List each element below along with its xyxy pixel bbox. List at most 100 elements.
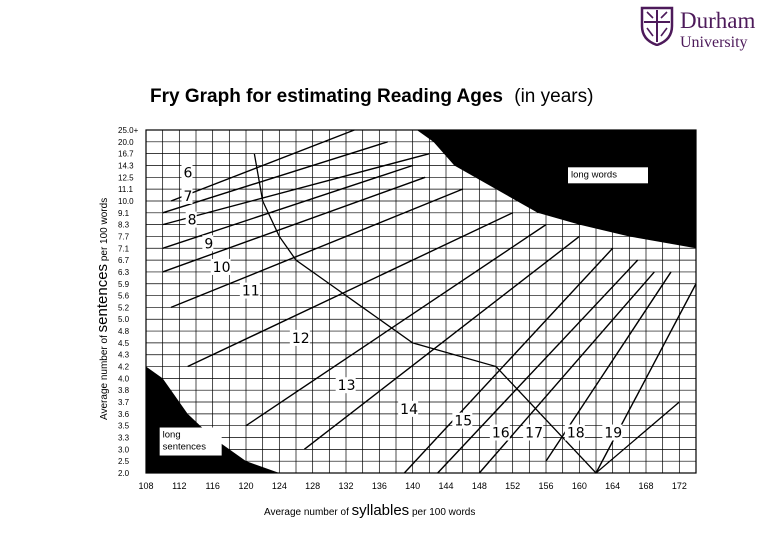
x-tick-label: 116 bbox=[205, 481, 219, 491]
y-tick-label: 5.2 bbox=[118, 303, 130, 312]
age-label-bg bbox=[181, 164, 193, 181]
region-label-line: long words bbox=[571, 169, 617, 180]
x-tick-label: 168 bbox=[638, 481, 653, 491]
age-label-13: 13 bbox=[338, 378, 356, 394]
y-tick-label: 16.7 bbox=[118, 150, 134, 159]
y-tick-label: 6.7 bbox=[118, 256, 130, 265]
x-tick-label: 148 bbox=[472, 481, 487, 491]
age-label-16: 16 bbox=[492, 426, 510, 442]
y-tick-label: 5.6 bbox=[118, 292, 130, 301]
age-line-10 bbox=[162, 176, 426, 273]
age-label-bg bbox=[398, 400, 419, 417]
age-line-8 bbox=[162, 152, 430, 226]
y-tick-label: 3.0 bbox=[118, 445, 130, 454]
age-line-13 bbox=[245, 224, 547, 427]
region-label-bg bbox=[568, 167, 648, 184]
logo-line-2: University bbox=[680, 34, 748, 51]
x-tick-label: 172 bbox=[672, 481, 687, 491]
y-axis-label-emph: sentences bbox=[94, 263, 111, 333]
x-tick-label: 140 bbox=[405, 481, 420, 491]
y-tick-label: 10.0 bbox=[118, 197, 134, 206]
y-tick-label: 4.2 bbox=[118, 363, 130, 372]
age-label-12: 12 bbox=[292, 331, 310, 347]
x-axis-label: Average number of syllables per 100 word… bbox=[264, 502, 475, 519]
y-tick-label: 4.5 bbox=[118, 339, 130, 348]
age-label-bg bbox=[202, 235, 214, 252]
x-tick-label: 160 bbox=[572, 481, 587, 491]
divider-curve bbox=[253, 153, 680, 474]
age-label-6: 6 bbox=[184, 165, 193, 181]
age-label-bg bbox=[210, 258, 231, 275]
age-line-7 bbox=[162, 141, 388, 214]
age-label-11: 11 bbox=[242, 284, 260, 300]
x-axis-label-pre: Average number of bbox=[264, 507, 352, 518]
y-tick-label: 4.3 bbox=[118, 351, 130, 360]
y-tick-label: 4.8 bbox=[118, 327, 130, 336]
y-tick-label: 11.1 bbox=[118, 185, 134, 194]
age-label-bg bbox=[452, 412, 473, 429]
y-tick-label: 4.0 bbox=[118, 374, 130, 383]
region-label-line: long bbox=[163, 430, 181, 441]
age-line-19 bbox=[595, 283, 697, 474]
y-axis-label-post: per 100 words bbox=[99, 197, 110, 264]
chart-title: Fry Graph for estimating Reading Ages (i… bbox=[150, 86, 593, 108]
age-label-17: 17 bbox=[525, 426, 543, 442]
age-label-bg bbox=[181, 187, 193, 204]
y-tick-label: 5.9 bbox=[118, 280, 130, 289]
region-label-line: sentences bbox=[163, 442, 207, 453]
x-tick-label: 124 bbox=[272, 481, 287, 491]
y-tick-label: 3.3 bbox=[118, 434, 130, 443]
age-label-14: 14 bbox=[400, 402, 418, 418]
y-axis-label: Average number of sentences per 100 word… bbox=[94, 198, 111, 420]
age-label-10: 10 bbox=[213, 260, 231, 276]
chart-title-unit: (in years) bbox=[514, 86, 594, 107]
x-tick-label: 108 bbox=[138, 481, 153, 491]
y-tick-label: 2.5 bbox=[118, 457, 130, 466]
y-tick-label: 2.0 bbox=[118, 469, 130, 478]
y-axis-label-pre: Average number of bbox=[99, 332, 110, 420]
region-long-words bbox=[416, 130, 696, 249]
y-tick-label: 7.1 bbox=[118, 244, 130, 253]
x-tick-label: 152 bbox=[505, 481, 520, 491]
age-line-15 bbox=[403, 247, 614, 474]
y-tick-label: 12.5 bbox=[118, 173, 134, 182]
age-label-18: 18 bbox=[567, 426, 585, 442]
age-label-7: 7 bbox=[184, 189, 193, 205]
y-tick-label: 3.6 bbox=[118, 410, 130, 419]
age-label-bg bbox=[239, 282, 260, 299]
y-tick-label: 14.3 bbox=[118, 161, 134, 170]
y-tick-label: 7.7 bbox=[118, 232, 130, 241]
x-tick-label: 128 bbox=[305, 481, 320, 491]
y-tick-label: 5.0 bbox=[118, 315, 130, 324]
region-label-bg bbox=[159, 427, 222, 456]
x-tick-label: 164 bbox=[605, 481, 620, 491]
x-tick-label: 156 bbox=[538, 481, 553, 491]
y-tick-label: 3.5 bbox=[118, 422, 130, 431]
x-axis-label-emph: syllables bbox=[351, 502, 410, 519]
y-tick-label: 20.0 bbox=[118, 138, 134, 147]
age-line-11 bbox=[170, 188, 463, 309]
age-label-8: 8 bbox=[188, 213, 197, 229]
x-tick-label: 132 bbox=[338, 481, 353, 491]
durham-crest-icon bbox=[640, 6, 674, 46]
age-label-bg bbox=[523, 424, 544, 441]
chart-title-main: Fry Graph for estimating Reading Ages bbox=[150, 86, 503, 107]
age-label-bg bbox=[489, 424, 510, 441]
x-axis-label-post: per 100 words bbox=[409, 507, 476, 518]
age-label-15: 15 bbox=[454, 414, 472, 430]
x-tick-label: 144 bbox=[438, 481, 453, 491]
age-line-14 bbox=[303, 235, 580, 450]
age-line-16 bbox=[437, 259, 639, 474]
y-tick-label: 8.3 bbox=[118, 221, 130, 230]
region-label: long sentences bbox=[163, 430, 207, 453]
y-tick-label: 9.1 bbox=[118, 209, 130, 218]
age-label-bg bbox=[289, 329, 310, 346]
y-tick-label: 3.7 bbox=[118, 398, 130, 407]
age-line-9 bbox=[162, 164, 413, 249]
age-line-6 bbox=[170, 129, 355, 202]
age-label-bg bbox=[335, 377, 356, 394]
logo-line-1: Durham bbox=[680, 8, 756, 33]
age-label-9: 9 bbox=[204, 236, 213, 252]
y-tick-label: 6.3 bbox=[118, 268, 130, 277]
